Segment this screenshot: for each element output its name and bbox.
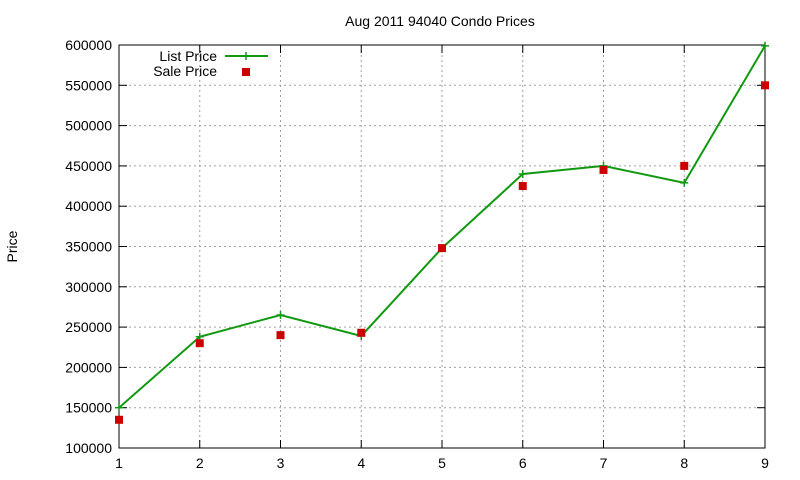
point-list-price: [276, 311, 285, 320]
point-list-price: [518, 169, 527, 178]
point-sale-price: [195, 339, 204, 348]
y-tick-label: 200000: [65, 359, 112, 375]
legend-label-sale-price: Sale Price: [153, 63, 217, 79]
y-tick-label: 550000: [65, 77, 112, 93]
y-tick-label: 450000: [65, 158, 112, 174]
y-tick-label: 350000: [65, 239, 112, 255]
y-axis-label: Price: [4, 230, 20, 262]
legend: List Price Sale Price: [153, 48, 268, 79]
x-ticks: 1 2 3 4 5 6 7 8 9: [115, 45, 769, 471]
y-ticks: 100000 150000 200000 250000 300000 350000 4000…: [65, 37, 765, 456]
x-tick-label: 1: [115, 455, 123, 471]
chart-title: Aug 2011 94040 Condo Prices: [345, 13, 535, 29]
x-tick-label: 5: [438, 455, 446, 471]
legend-marker-list-price: [242, 52, 250, 60]
x-tick-label: 8: [680, 455, 688, 471]
y-tick-label: 100000: [65, 440, 112, 456]
legend-marker-sale-price: [242, 68, 250, 76]
y-tick-label: 250000: [65, 319, 112, 335]
x-tick-label: 9: [761, 455, 769, 471]
point-sale-price: [599, 165, 608, 174]
point-sale-price: [357, 328, 366, 337]
y-tick-label: 600000: [65, 37, 112, 53]
point-sale-price: [438, 244, 446, 253]
y-tick-label: 300000: [65, 279, 112, 295]
x-tick-label: 3: [277, 455, 285, 471]
point-list-price: [680, 178, 689, 187]
series: [115, 41, 769, 424]
point-sale-price: [518, 182, 527, 191]
y-tick-label: 150000: [65, 400, 112, 416]
x-tick-label: 7: [600, 455, 608, 471]
point-sale-price: [276, 331, 285, 340]
y-tick-label: 400000: [65, 198, 112, 214]
legend-label-list-price: List Price: [159, 48, 217, 64]
point-list-price: [115, 403, 123, 412]
x-tick-label: 2: [196, 455, 204, 471]
point-sale-price: [680, 161, 689, 170]
point-sale-price: [115, 415, 123, 424]
point-list-price: [761, 41, 769, 50]
x-tick-label: 4: [357, 455, 365, 471]
x-tick-label: 6: [519, 455, 527, 471]
y-tick-label: 500000: [65, 118, 112, 134]
point-sale-price: [761, 81, 769, 90]
